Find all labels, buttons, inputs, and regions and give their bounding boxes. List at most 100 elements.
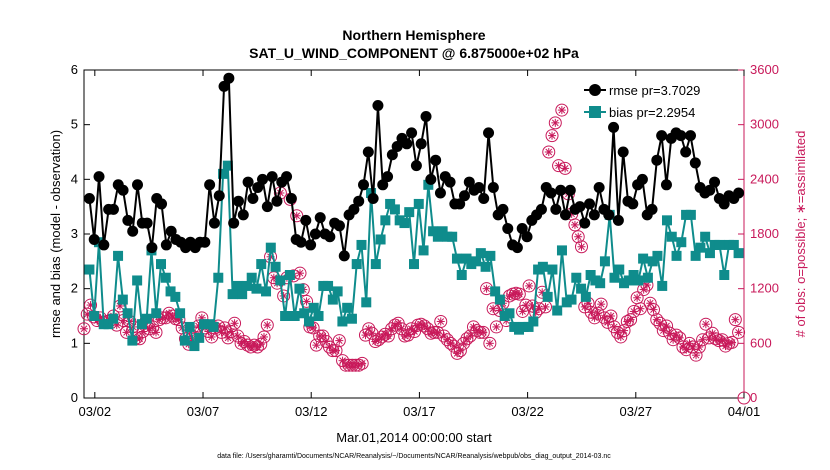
chart-subtitle: SAT_U_WIND_COMPONENT @ 6.875000e+02 hPa xyxy=(249,45,579,61)
bias-point xyxy=(251,283,262,294)
rmse-point xyxy=(636,173,648,185)
rmse-point xyxy=(617,146,629,158)
obs-point xyxy=(260,318,274,332)
bias-point xyxy=(661,215,672,226)
rmse-point xyxy=(401,138,413,150)
rmse-point xyxy=(574,201,586,213)
bias-point xyxy=(676,237,687,248)
bias-point xyxy=(733,248,744,259)
bias-point xyxy=(642,272,653,283)
rmse-point xyxy=(425,173,437,185)
y-tick-label-right: 3000 xyxy=(750,117,779,132)
bias-point xyxy=(576,283,587,294)
obs-point xyxy=(355,356,369,370)
bias-point xyxy=(222,160,233,171)
rmse-point xyxy=(218,80,230,92)
bias-point xyxy=(556,245,567,256)
bias-point xyxy=(523,321,534,332)
bias-point xyxy=(657,280,668,291)
obs-point xyxy=(309,338,323,352)
obs-point xyxy=(633,302,647,316)
rmse-point xyxy=(473,182,485,194)
rmse-point xyxy=(261,201,273,213)
bias-point xyxy=(175,308,186,319)
rmse-point xyxy=(324,231,336,243)
rmse-point xyxy=(410,160,422,172)
rmse-point xyxy=(656,130,668,142)
rmse-point xyxy=(353,195,365,207)
rmse-point xyxy=(117,184,129,196)
bias-point xyxy=(122,308,133,319)
rmse-point xyxy=(107,203,119,215)
bias-point xyxy=(638,253,649,264)
rmse-point xyxy=(367,192,379,204)
bias-point xyxy=(428,226,439,237)
bias-point xyxy=(728,239,739,250)
obs-point xyxy=(552,159,566,173)
rmse-point xyxy=(718,198,730,210)
obs-point xyxy=(558,161,572,175)
obs-point xyxy=(381,329,395,343)
rmse-point xyxy=(434,187,446,199)
rmse-point xyxy=(588,209,600,221)
y-tick-label-left: 1 xyxy=(71,335,78,350)
bias-point xyxy=(151,308,162,319)
bias-point xyxy=(528,316,539,327)
bias-point xyxy=(423,179,434,190)
obs-point xyxy=(228,316,242,330)
legend-rmse-label: rmse pr=3.7029 xyxy=(609,83,700,98)
bias-point xyxy=(471,256,482,267)
rmse-point xyxy=(502,223,514,235)
rmse-point xyxy=(550,203,562,215)
bias-point xyxy=(700,231,711,242)
legend: rmse pr=3.7029 bias pr=2.2954 xyxy=(584,83,700,120)
rmse-point xyxy=(612,214,624,226)
rmse-point xyxy=(213,190,225,202)
rmse-point xyxy=(223,72,235,84)
rmse-point xyxy=(127,225,139,237)
y-tick-label-right: 600 xyxy=(750,335,772,350)
x-tick-label: 03/22 xyxy=(511,404,544,419)
rmse-point xyxy=(463,176,475,188)
rmse-point xyxy=(593,182,605,194)
rmse-point xyxy=(141,217,153,229)
bias-point xyxy=(685,209,696,220)
bias-point xyxy=(280,311,291,321)
rmse-point xyxy=(487,182,499,194)
obs-point xyxy=(453,344,467,358)
rmse-point xyxy=(285,192,297,204)
rmse-point xyxy=(237,209,249,221)
rmse-point xyxy=(680,146,692,158)
left-axis: 0 1 2 3 4 5 6 xyxy=(71,62,90,405)
rmse-point xyxy=(651,154,663,166)
obs-point xyxy=(77,322,91,336)
obs-point xyxy=(699,317,713,331)
bias-point xyxy=(160,272,171,283)
rmse-point xyxy=(348,203,360,215)
rmse-point xyxy=(545,187,557,199)
rmse-point xyxy=(608,121,620,133)
obs-point xyxy=(545,129,559,143)
rmse-point xyxy=(382,171,394,183)
bias-point xyxy=(299,308,310,319)
rmse-point xyxy=(372,100,384,112)
bias-point xyxy=(633,275,644,286)
bias-point xyxy=(342,302,353,313)
bias-point xyxy=(537,261,548,272)
bias-point xyxy=(346,313,357,324)
rmse-point xyxy=(93,171,105,183)
bias-point xyxy=(704,248,715,259)
obs-point xyxy=(574,240,588,254)
x-tick-label: 03/07 xyxy=(187,404,220,419)
legend-bias-label: bias pr=2.2954 xyxy=(609,105,695,120)
rmse-point xyxy=(165,225,177,237)
rmse-point xyxy=(627,198,639,210)
bias-point xyxy=(399,218,410,229)
bias-point xyxy=(695,242,706,253)
rmse-point xyxy=(646,203,658,215)
obs-point xyxy=(627,304,641,318)
footnote: data file: /Users/gharamti/Documents/NCA… xyxy=(217,453,611,460)
bias-point xyxy=(385,198,396,209)
bias-point xyxy=(370,259,381,270)
